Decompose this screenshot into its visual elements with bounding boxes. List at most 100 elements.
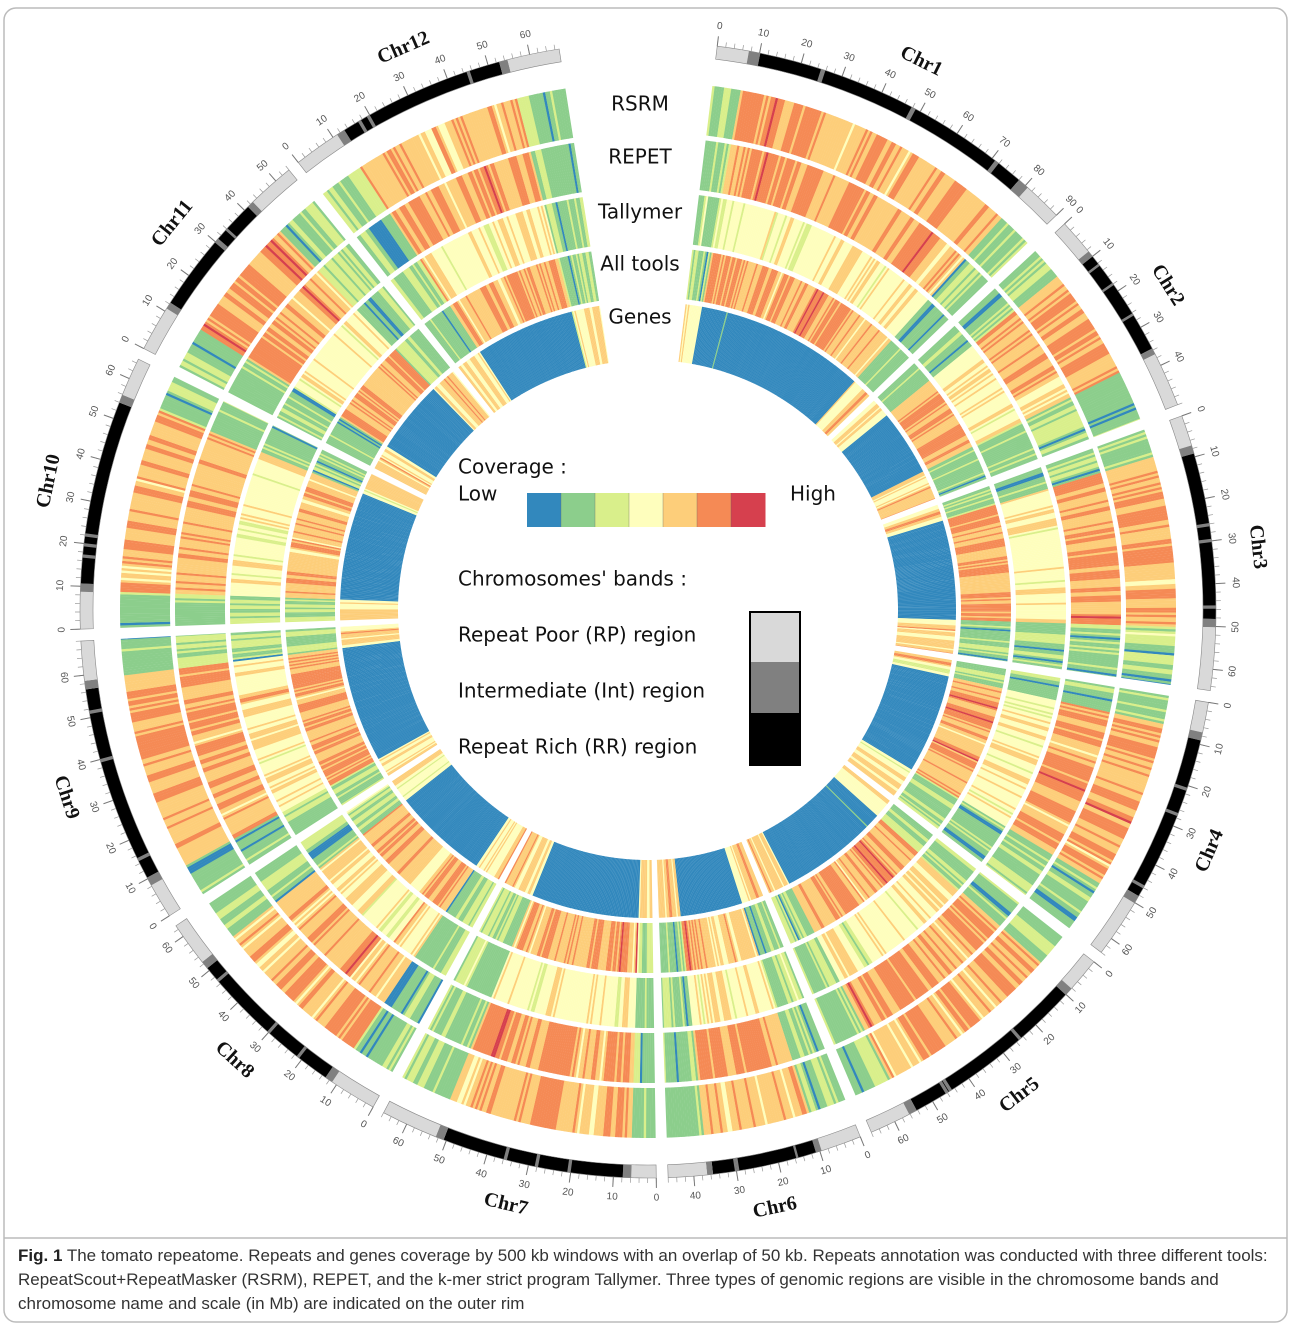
heat-stripe xyxy=(924,928,959,969)
heat-stripe xyxy=(1026,287,1068,320)
heat-stripe xyxy=(776,159,794,208)
heat-stripe xyxy=(776,894,799,942)
heat-stripe xyxy=(941,717,990,736)
heat-stripe xyxy=(897,629,956,636)
heat-stripe xyxy=(924,852,963,887)
heat-stripe xyxy=(622,1032,628,1083)
heat-stripe xyxy=(955,665,1006,676)
heat-stripe xyxy=(1018,812,1064,839)
heat-stripe xyxy=(1116,702,1166,715)
heat-stripe xyxy=(1006,832,1051,861)
heat-stripe xyxy=(388,1026,415,1071)
chromosome-band xyxy=(1188,729,1203,741)
heat-stripe xyxy=(956,662,1006,673)
heat-stripe xyxy=(1016,378,1062,405)
heat-stripe xyxy=(926,997,958,1040)
heat-stripe xyxy=(983,437,1030,460)
heat-stripe xyxy=(1057,712,1107,727)
heat-stripe xyxy=(801,109,820,158)
heat-stripe xyxy=(1050,324,1094,354)
heat-stripe xyxy=(828,181,852,229)
heat-stripe xyxy=(776,954,796,1002)
heat-stripe xyxy=(524,904,543,952)
heat-stripe xyxy=(663,1032,667,1083)
heat-stripe xyxy=(1041,879,1085,910)
tick-label: 50 xyxy=(1230,621,1241,633)
heat-stripe xyxy=(819,870,849,914)
heat-stripe xyxy=(478,1062,498,1112)
heat-stripe xyxy=(744,149,759,199)
heat-stripe xyxy=(712,916,724,966)
heat-stripe xyxy=(767,156,784,205)
heat-stripe xyxy=(1113,717,1163,732)
heat-stripe xyxy=(1030,788,1077,812)
heat-stripe xyxy=(691,856,703,914)
major-tick xyxy=(330,1084,337,1094)
heat-stripe xyxy=(988,746,1037,768)
heat-stripe xyxy=(820,870,850,913)
heat-stripe xyxy=(592,855,605,914)
major-tick xyxy=(919,102,926,112)
heat-stripe xyxy=(679,1031,686,1082)
heat-stripe xyxy=(984,757,1031,780)
heat-stripe xyxy=(1088,405,1136,427)
heat-stripe xyxy=(660,859,666,918)
heat-stripe xyxy=(819,386,861,430)
heat-stripe xyxy=(892,953,924,996)
heat-stripe xyxy=(470,943,494,990)
heat-stripe xyxy=(1124,649,1175,656)
heat-stripe xyxy=(838,771,884,810)
chromosome-band xyxy=(667,1161,708,1178)
heat-stripe xyxy=(808,374,848,420)
heat-stripe xyxy=(1067,665,1117,675)
heat-stripe xyxy=(931,742,978,765)
heat-stripe xyxy=(1041,436,1089,457)
heat-stripe xyxy=(890,536,948,552)
heat-stripe xyxy=(958,895,998,931)
heat-stripe xyxy=(765,155,782,205)
heat-stripe xyxy=(696,854,710,913)
heat-stripe xyxy=(831,183,856,230)
heat-stripe xyxy=(812,875,841,919)
major-tick xyxy=(201,970,210,978)
heat-stripe xyxy=(806,879,834,924)
heat-stripe xyxy=(1021,906,1063,940)
heat-stripe xyxy=(900,306,937,344)
tick-label: 20 xyxy=(1200,785,1214,799)
heat-stripe xyxy=(707,310,723,368)
heat-stripe xyxy=(786,1009,805,1058)
heat-stripe xyxy=(792,358,828,407)
heat-stripe xyxy=(869,724,922,753)
heat-stripe xyxy=(702,252,714,303)
heat-stripe xyxy=(484,889,509,936)
heat-stripe xyxy=(724,316,745,373)
heat-stripe xyxy=(630,922,635,973)
minor-tick xyxy=(1070,226,1075,231)
heat-stripe xyxy=(768,340,798,392)
heat-stripe xyxy=(960,624,1011,629)
heat-stripe xyxy=(920,762,966,789)
heat-stripe xyxy=(1068,359,1115,386)
heat-stripe xyxy=(1053,727,1103,744)
heat-stripe xyxy=(924,754,970,780)
heat-stripe xyxy=(777,279,800,326)
heat-stripe xyxy=(1114,493,1164,508)
major-tick xyxy=(800,53,805,64)
heat-stripe xyxy=(1123,552,1174,561)
heat-stripe xyxy=(816,1056,837,1105)
heat-stripe xyxy=(867,1033,893,1080)
heat-stripe xyxy=(1066,669,1117,678)
heat-stripe xyxy=(904,788,946,819)
heat-stripe xyxy=(617,977,624,1028)
heat-stripe xyxy=(908,1009,938,1053)
heat-stripe xyxy=(890,807,930,841)
heat-stripe xyxy=(1118,692,1169,704)
heat-stripe xyxy=(759,211,777,260)
heat-stripe xyxy=(627,977,632,1028)
heat-stripe xyxy=(734,1023,747,1074)
heat-stripe xyxy=(915,243,949,284)
heat-stripe xyxy=(919,247,954,288)
heat-stripe xyxy=(856,912,887,955)
tick-label: 60 xyxy=(1120,942,1136,958)
heat-stripe xyxy=(949,512,999,528)
